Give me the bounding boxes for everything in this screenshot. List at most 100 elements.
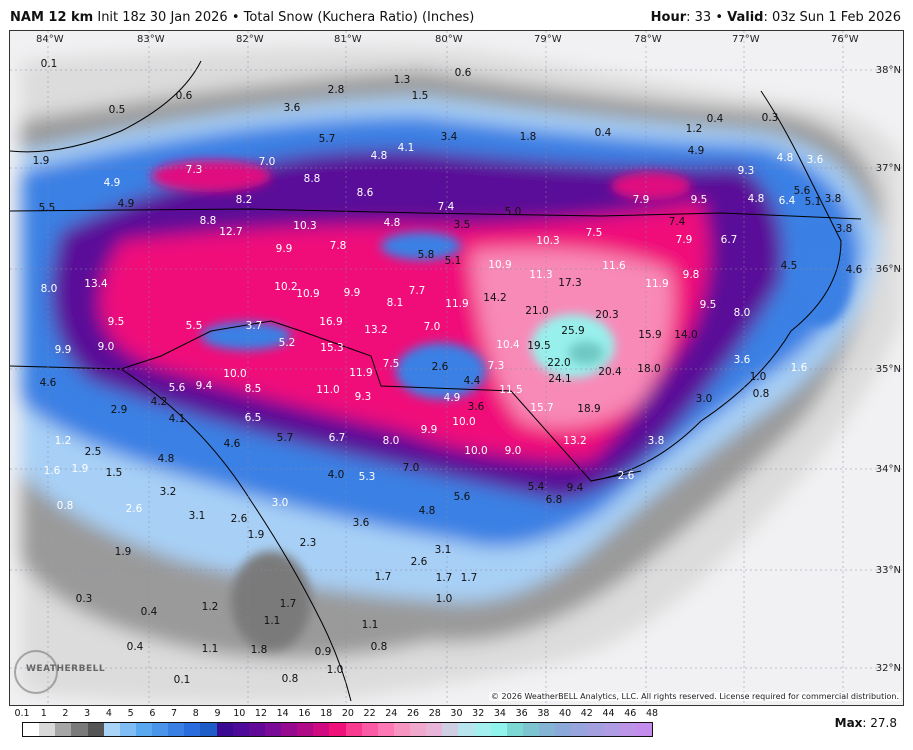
- colorbar-swatch: [135, 723, 152, 736]
- snow-total-label: 4.8: [158, 453, 175, 465]
- snow-total-label: 3.2: [160, 486, 177, 498]
- snow-total-label: 1.1: [362, 619, 379, 631]
- snow-total-label: 10.3: [293, 220, 316, 232]
- snow-total-label: 0.4: [707, 113, 724, 125]
- snow-total-label: 7.3: [186, 164, 203, 176]
- longitude-label: 77°W: [732, 34, 760, 45]
- longitude-label: 76°W: [831, 34, 859, 45]
- snow-total-label: 6.4: [779, 195, 796, 207]
- colorbar-swatch: [216, 723, 233, 736]
- snow-total-label: 1.0: [327, 664, 344, 676]
- snow-total-label: 4.6: [40, 377, 57, 389]
- latitude-label: 32°N: [876, 663, 901, 674]
- snow-total-label: 0.3: [762, 112, 779, 124]
- colorbar-tick-label: 30: [450, 708, 463, 719]
- snow-total-label: 11.5: [499, 384, 522, 396]
- snow-total-label: 17.3: [558, 277, 581, 289]
- colorbar-swatch: [555, 723, 572, 736]
- snow-total-label: 4.1: [398, 142, 415, 154]
- max-label: Max: [834, 716, 863, 730]
- model-name: NAM 12 km: [10, 10, 94, 25]
- snow-total-label: 1.1: [264, 615, 281, 627]
- snow-total-label: 1.3: [394, 74, 411, 86]
- colorbar-swatch: [571, 723, 588, 736]
- colorbar-tick-label: 0.1: [14, 708, 30, 719]
- colorbar-tick-label: 26: [406, 708, 420, 719]
- snow-total-label: 24.1: [548, 373, 571, 385]
- colorbar-swatch: [393, 723, 410, 736]
- colorbar-tick-label: 24: [385, 708, 398, 719]
- snow-total-label: 5.4: [528, 481, 545, 493]
- snow-total-label: 3.1: [435, 544, 452, 556]
- colorbar-tick-label: 5: [127, 708, 134, 719]
- snow-total-label: 19.5: [527, 340, 550, 352]
- snow-total-label: 5.8: [418, 249, 435, 261]
- latitude-label: 38°N: [876, 65, 901, 76]
- snow-total-label: 3.0: [696, 393, 713, 405]
- colorbar-tick-label: 22: [363, 708, 376, 719]
- longitude-label: 82°W: [236, 34, 264, 45]
- longitude-label: 81°W: [334, 34, 362, 45]
- snow-total-label: 8.1: [387, 297, 404, 309]
- snow-total-label: 6.5: [245, 412, 262, 424]
- snow-total-label: 22.0: [547, 357, 570, 369]
- snow-total-label: 10.0: [452, 416, 475, 428]
- snow-total-label: 15.9: [638, 329, 661, 341]
- snow-total-label: 3.6: [284, 102, 301, 114]
- snow-total-label: 0.8: [57, 500, 74, 512]
- snow-total-label: 1.2: [202, 601, 219, 613]
- snow-total-label: 1.5: [412, 90, 429, 102]
- snow-total-label: 1.9: [248, 529, 265, 541]
- snow-total-label: 7.0: [424, 321, 441, 333]
- snow-total-label: 3.8: [648, 435, 665, 447]
- snow-total-label: 7.9: [676, 234, 693, 246]
- snow-total-label: 4.6: [224, 438, 241, 450]
- snow-total-label: 8.8: [200, 215, 217, 227]
- colorbar-swatch: [410, 723, 427, 736]
- latitude-labels: 38°N 37°N 36°N 35°N 34°N 33°N 32°N: [876, 65, 901, 674]
- colorbar-swatch: [39, 723, 56, 736]
- snow-total-label: 0.9: [315, 646, 332, 658]
- max-value: Max: 27.8: [834, 716, 897, 730]
- snow-total-label: 7.4: [438, 201, 455, 213]
- snow-total-label: 2.6: [432, 361, 449, 373]
- snow-total-label: 3.0: [272, 497, 289, 509]
- snow-total-label: 0.6: [455, 67, 472, 79]
- colorbar-tick-label: 6: [149, 708, 156, 719]
- colorbar-swatch: [313, 723, 330, 736]
- snow-total-label: 11.9: [445, 298, 468, 310]
- colorbar-tick-label: 32: [472, 708, 485, 719]
- snow-total-label: 1.1: [202, 643, 219, 655]
- colorbar-tick-label: 9: [214, 708, 221, 719]
- snow-total-label: 4.8: [371, 150, 388, 162]
- snow-total-label: 9.9: [276, 243, 293, 255]
- separator: •: [231, 10, 240, 25]
- snow-total-label: 1.0: [436, 593, 453, 605]
- colorbar-tick-label: 40: [559, 708, 572, 719]
- snow-total-label: 4.8: [777, 152, 794, 164]
- colorbar-swatch: [377, 723, 394, 736]
- colorbar-tick-label: 28: [428, 708, 441, 719]
- colorbar-tick-label: 38: [537, 708, 550, 719]
- snow-total-label: 4.4: [464, 375, 481, 387]
- snow-total-label: 11.3: [529, 269, 552, 281]
- snow-total-label: 1.6: [44, 465, 61, 477]
- snow-total-label: 1.2: [686, 123, 703, 135]
- snow-total-label: 25.9: [561, 325, 584, 337]
- snow-total-label: 9.5: [691, 194, 708, 206]
- colorbar-swatch: [87, 723, 104, 736]
- snow-total-label: 9.9: [421, 424, 438, 436]
- colorbar-swatch: [119, 723, 136, 736]
- snow-total-label: 9.9: [344, 287, 361, 299]
- colorbar-tick-label: 46: [624, 708, 637, 719]
- product-name: Total Snow (Kuchera Ratio) (Inches): [243, 10, 475, 25]
- snow-total-label: 8.0: [41, 283, 58, 295]
- snow-total-label: 8.6: [357, 187, 374, 199]
- valid-value: 03z Sun 1 Feb 2026: [772, 10, 901, 25]
- snow-total-label: 8.0: [734, 307, 751, 319]
- colorbar-swatch: [619, 723, 636, 736]
- snow-total-label: 1.9: [72, 463, 89, 475]
- snow-total-label: 0.6: [176, 90, 193, 102]
- init-time: Init 18z 30 Jan 2026: [97, 10, 228, 25]
- longitude-label: 79°W: [534, 34, 562, 45]
